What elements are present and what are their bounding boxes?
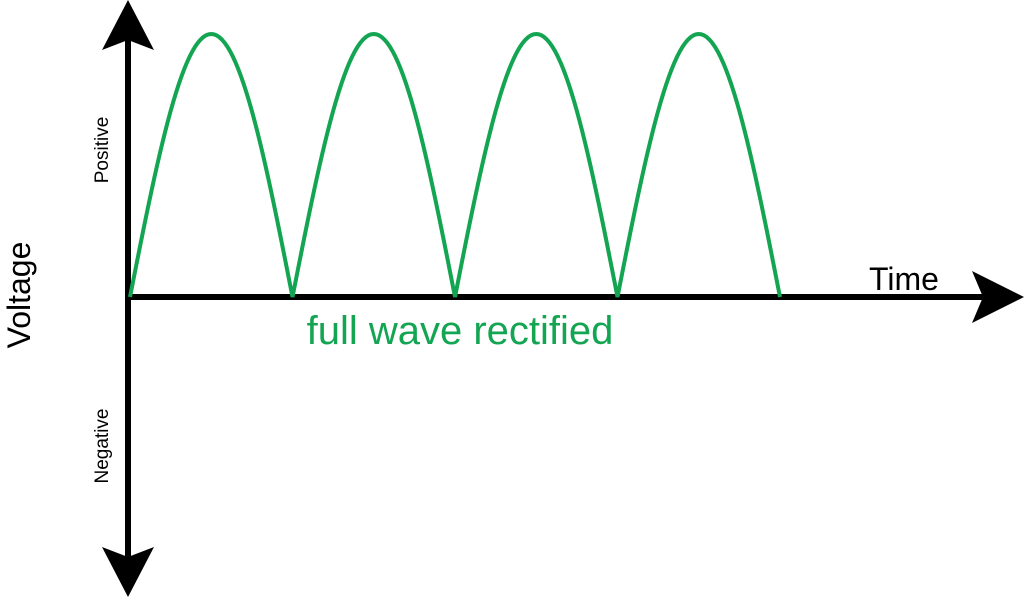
y-axis-label: Voltage [1, 242, 37, 349]
time-axis-arrow [972, 271, 1024, 323]
waveform-label: full wave rectified [307, 309, 614, 353]
voltage-axis-arrow-up [102, 0, 154, 50]
positive-label: Positive [92, 117, 113, 184]
negative-label: Negative [92, 409, 113, 484]
voltage-axis-arrow-down [102, 547, 154, 597]
x-axis-label: Time [869, 261, 939, 297]
full-wave-rectified-waveform [128, 31, 782, 298]
